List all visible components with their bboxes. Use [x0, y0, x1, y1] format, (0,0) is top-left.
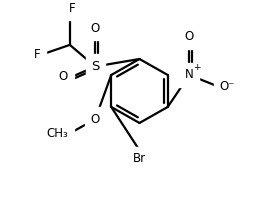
Text: S: S: [91, 60, 100, 73]
Text: O⁻: O⁻: [220, 80, 235, 93]
Text: O: O: [91, 22, 100, 34]
Text: O: O: [59, 70, 68, 83]
Text: Br: Br: [133, 152, 146, 165]
Text: O: O: [185, 30, 194, 43]
Text: CH₃: CH₃: [46, 127, 68, 140]
Text: F: F: [68, 2, 75, 15]
Text: N: N: [185, 69, 194, 82]
Text: F: F: [34, 48, 41, 61]
Text: +: +: [193, 63, 201, 72]
Text: O: O: [91, 113, 100, 126]
